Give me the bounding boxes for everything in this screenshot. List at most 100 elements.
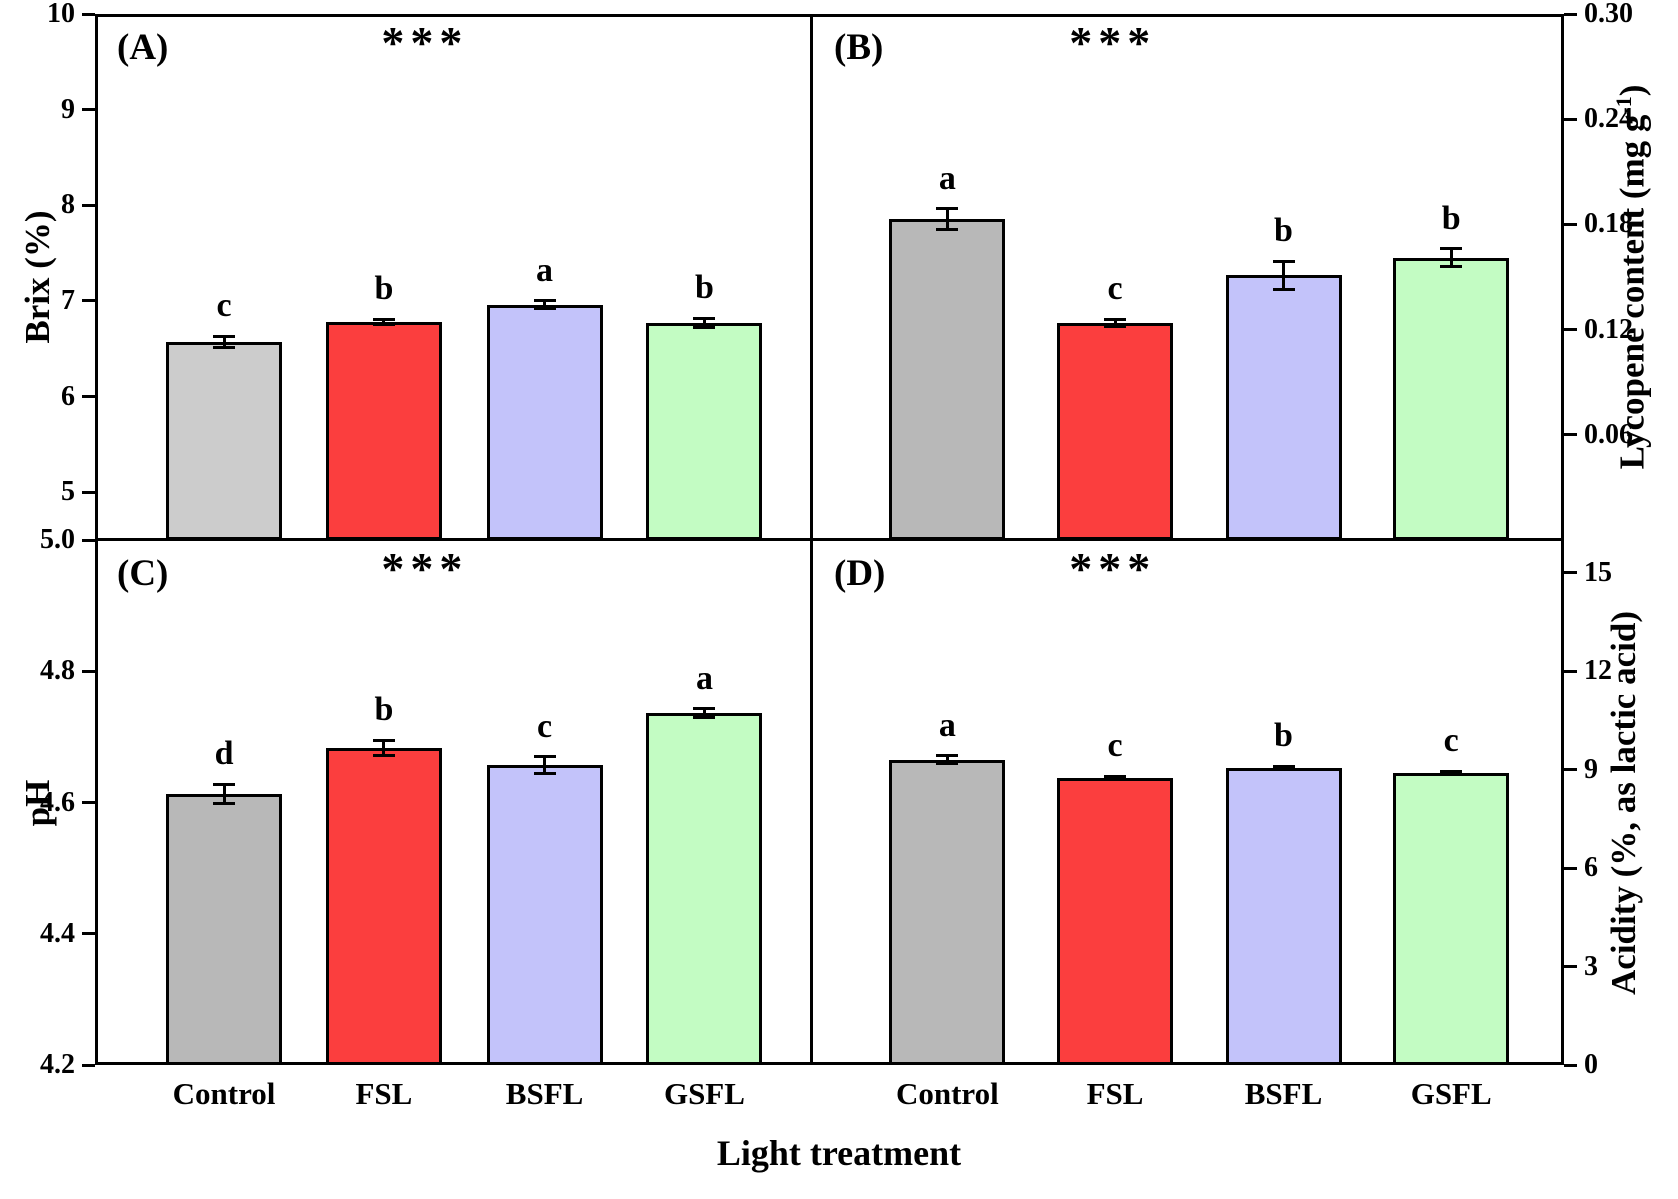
error-bar-a-control xyxy=(222,336,226,348)
bar-b-gsfl xyxy=(1393,257,1510,540)
x-category-label-d-gsfl: GSFL xyxy=(1410,1076,1492,1111)
error-bar-b-bsfl xyxy=(1282,261,1285,290)
y-tick-label-b-0.24: 0.24 xyxy=(1584,103,1633,135)
bar-a-control xyxy=(166,342,283,540)
error-bar-d-fsl xyxy=(1113,776,1117,780)
error-cap-top-c-control xyxy=(213,782,236,786)
bar-b-bsfl xyxy=(1225,275,1342,540)
significance-stars-d: *** xyxy=(1069,543,1157,594)
y-tick-c-4.4 xyxy=(82,932,95,936)
y-axis-title-d: Acidity (%, as lactic acid) xyxy=(1604,610,1643,995)
bar-a-fsl xyxy=(325,321,442,540)
sig-letter-c-control: d xyxy=(214,735,234,773)
y-tick-label-c-4.4: 4.4 xyxy=(40,917,75,949)
sig-letter-d-bsfl: b xyxy=(1274,717,1293,755)
y-tick-label-d-9: 9 xyxy=(1584,753,1598,785)
x-category-label-c-gsfl: GSFL xyxy=(663,1076,745,1111)
error-cap-top-a-control xyxy=(213,334,236,338)
bar-c-fsl xyxy=(325,748,442,1065)
error-bar-a-gsfl xyxy=(702,318,706,328)
x-category-label-d-control: Control xyxy=(895,1076,999,1111)
y-tick-label-d-15: 15 xyxy=(1584,556,1612,588)
panel-c-ph: 5.0 4.8 4.6 4.4 4.2 d b c a (C) *** Control FSL BSFL G… xyxy=(40,525,812,1111)
y-tick-a-5 xyxy=(82,490,95,494)
panel-label-c: (C) xyxy=(117,553,169,594)
bar-c-bsfl xyxy=(486,765,603,1065)
y-tick-c-4.6 xyxy=(82,801,95,804)
error-cap-top-a-fsl xyxy=(372,317,395,321)
y-tick-b-0.18 xyxy=(1564,222,1577,226)
error-bar-d-gsfl xyxy=(1449,771,1453,775)
error-bar-b-fsl xyxy=(1113,319,1117,327)
error-cap-top-d-control xyxy=(936,754,959,758)
sig-letter-d-control: a xyxy=(938,706,956,744)
y-tick-a-9 xyxy=(82,108,95,112)
sig-letter-b-fsl: c xyxy=(1107,270,1123,308)
bar-c-gsfl xyxy=(646,713,763,1065)
bar-b-control xyxy=(889,219,1006,540)
error-cap-bottom-a-bsfl xyxy=(533,307,556,311)
error-cap-top-d-gsfl xyxy=(1440,769,1463,773)
y-tick-b-0.30 xyxy=(1564,12,1577,16)
bar-d-bsfl xyxy=(1225,768,1342,1065)
x-category-label-d-fsl: FSL xyxy=(1086,1076,1144,1111)
panel-label-b: (B) xyxy=(834,27,884,68)
panel-label-d: (D) xyxy=(834,553,886,594)
bar-b-fsl xyxy=(1057,322,1174,540)
sig-letter-d-fsl: c xyxy=(1107,727,1123,765)
error-cap-bottom-b-bsfl xyxy=(1272,287,1295,291)
y-axis-title-b: Lycopene content (mg g-1) xyxy=(1611,84,1652,470)
panel-divider-horizontal xyxy=(95,538,1564,541)
y-axis-title-c: pH xyxy=(18,779,57,826)
error-cap-top-b-gsfl xyxy=(1440,247,1463,251)
bar-a-bsfl xyxy=(486,304,603,540)
sig-letter-b-control: a xyxy=(938,159,956,197)
error-bar-b-gsfl xyxy=(1449,248,1453,267)
error-cap-bottom-c-control xyxy=(213,802,236,806)
x-axis-title: Light treatment xyxy=(716,1133,962,1173)
error-cap-top-b-bsfl xyxy=(1272,259,1295,263)
sig-letter-a-gsfl: b xyxy=(694,269,714,307)
error-cap-top-c-fsl xyxy=(372,738,395,742)
error-cap-bottom-a-gsfl xyxy=(693,326,716,330)
y-tick-d-12 xyxy=(1564,669,1577,673)
error-cap-top-b-control xyxy=(936,207,959,211)
panel-d-acidity: 15 12 9 6 3 0 a c b c (D) *** Control FSL BSFL GSFL xyxy=(812,540,1612,1111)
panel-b-lycopene: 0.30 0.24 0.18 0.12 0.06 a c b b (B) *** xyxy=(812,0,1633,540)
y-tick-b-0.12 xyxy=(1564,328,1577,332)
y-tick-d-15 xyxy=(1564,571,1577,575)
y-tick-a-8 xyxy=(82,203,95,207)
y-tick-label-b-0.30: 0.30 xyxy=(1584,0,1633,29)
error-cap-bottom-b-gsfl xyxy=(1440,264,1463,268)
error-cap-top-d-fsl xyxy=(1104,774,1127,778)
y-tick-label-a-8: 8 xyxy=(61,189,75,221)
error-cap-bottom-a-fsl xyxy=(372,323,395,327)
error-cap-bottom-c-fsl xyxy=(372,754,395,758)
x-category-label-c-bsfl: BSFL xyxy=(505,1076,584,1111)
x-category-label-d-bsfl: BSFL xyxy=(1244,1076,1323,1111)
error-cap-bottom-d-fsl xyxy=(1104,778,1127,782)
y-tick-a-7 xyxy=(82,299,95,303)
error-bar-b-control xyxy=(945,208,949,230)
y-tick-d-0 xyxy=(1564,1063,1577,1067)
error-bar-a-bsfl xyxy=(543,300,547,309)
y-tick-label-b-0.18: 0.18 xyxy=(1584,208,1633,240)
x-category-label-c-control: Control xyxy=(172,1076,276,1111)
bar-d-fsl xyxy=(1057,777,1174,1065)
y-tick-b-0.24 xyxy=(1564,117,1577,121)
error-bar-c-fsl xyxy=(382,740,386,756)
significance-stars-c: *** xyxy=(381,543,469,594)
y-tick-label-c-4.6: 4.6 xyxy=(40,786,75,818)
significance-stars-a: *** xyxy=(381,17,469,68)
x-category-label-c-fsl: FSL xyxy=(355,1076,413,1111)
y-tick-d-3 xyxy=(1564,965,1577,969)
error-cap-top-a-bsfl xyxy=(533,299,556,303)
y-tick-label-b-0.12: 0.12 xyxy=(1584,313,1633,345)
y-tick-label-a-5: 5 xyxy=(61,476,75,508)
sig-letter-c-fsl: b xyxy=(374,691,394,729)
y-tick-label-d-3: 3 xyxy=(1584,950,1598,982)
error-bar-d-bsfl xyxy=(1282,766,1285,770)
y-tick-label-a-10: 10 xyxy=(47,0,75,29)
sig-letter-c-bsfl: c xyxy=(537,707,553,745)
error-bar-c-gsfl xyxy=(702,708,706,718)
